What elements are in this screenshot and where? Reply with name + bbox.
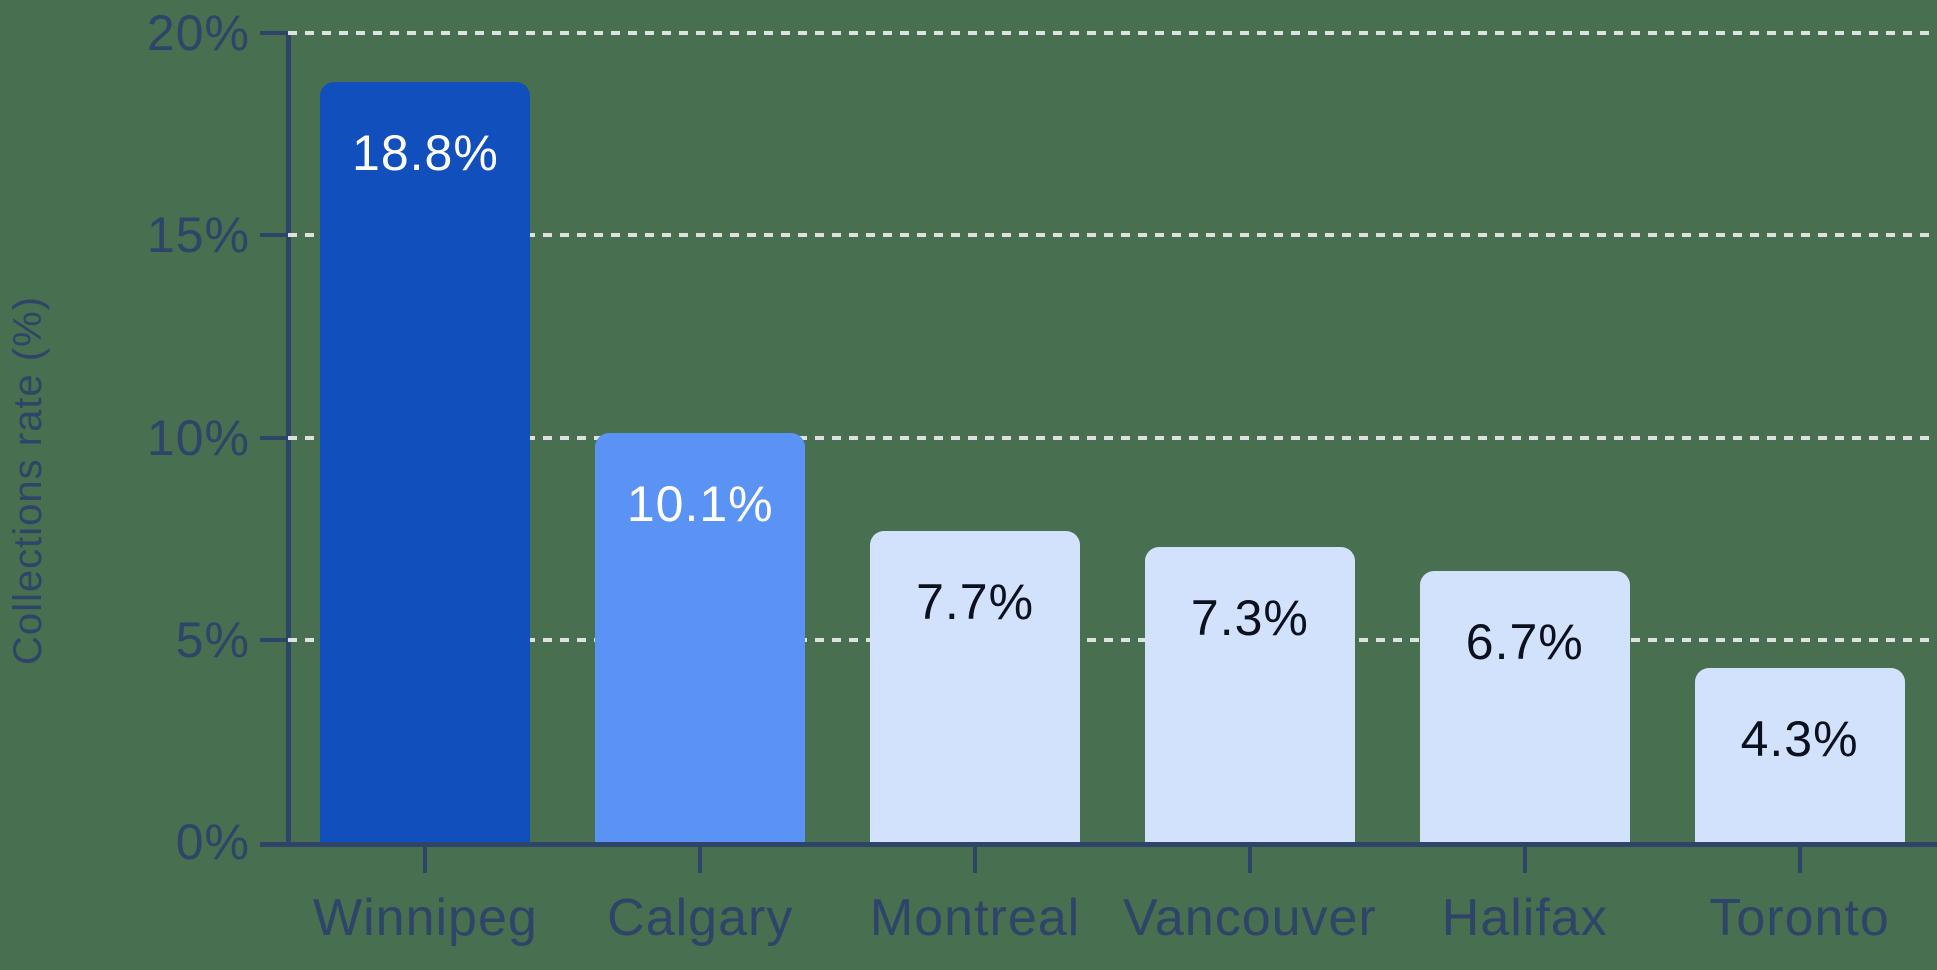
x-axis-label-vancouver: Vancouver (1123, 889, 1377, 947)
bar-value-label-vancouver: 7.3% (1190, 589, 1309, 646)
y-tick-label-15pct: 15% (146, 207, 250, 264)
x-axis-line (260, 842, 1937, 847)
y-axis-line (286, 33, 291, 847)
bar-calgary: 10.1% (595, 433, 806, 842)
y-tick-10pct (260, 435, 288, 440)
bar-value-label-montreal: 7.7% (916, 573, 1035, 630)
bar-value-label-toronto: 4.3% (1740, 711, 1859, 768)
x-tick-calgary (698, 847, 703, 873)
x-axis-label-winnipeg: Winnipeg (313, 889, 538, 947)
y-tick-label-0pct: 0% (175, 814, 250, 870)
x-axis-label-halifax: Halifax (1441, 889, 1608, 947)
x-tick-winnipeg (423, 847, 428, 873)
y-tick-label-10pct: 10% (146, 409, 250, 466)
bar-halifax: 6.7% (1419, 570, 1630, 842)
x-tick-halifax (1522, 847, 1527, 873)
y-tick-label-20pct: 20% (146, 5, 250, 61)
y-tick-label-5pct: 5% (175, 611, 250, 668)
gridline-10pct (288, 435, 1937, 440)
bar-winnipeg: 18.8% (320, 81, 531, 842)
gridline-20pct (288, 31, 1937, 35)
x-tick-vancouver (1247, 847, 1252, 873)
y-tick-5pct (260, 637, 288, 642)
x-axis-label-toronto: Toronto (1709, 889, 1890, 947)
bar-vancouver: 7.3% (1144, 546, 1355, 842)
x-axis-label-montreal: Montreal (869, 889, 1081, 947)
y-tick-20pct (260, 31, 288, 35)
bar-value-label-winnipeg: 18.8% (352, 124, 499, 181)
gridline-5pct (288, 637, 1937, 642)
bar-toronto: 4.3% (1694, 668, 1905, 842)
bar-value-label-calgary: 10.1% (626, 476, 774, 533)
y-tick-15pct (260, 233, 288, 238)
bar-value-label-halifax: 6.7% (1465, 613, 1584, 670)
x-tick-toronto (1797, 847, 1802, 873)
x-axis-label-calgary: Calgary (607, 889, 794, 947)
bar-montreal: 7.7% (870, 530, 1081, 842)
gridline-15pct (288, 233, 1937, 238)
x-tick-montreal (973, 847, 978, 873)
